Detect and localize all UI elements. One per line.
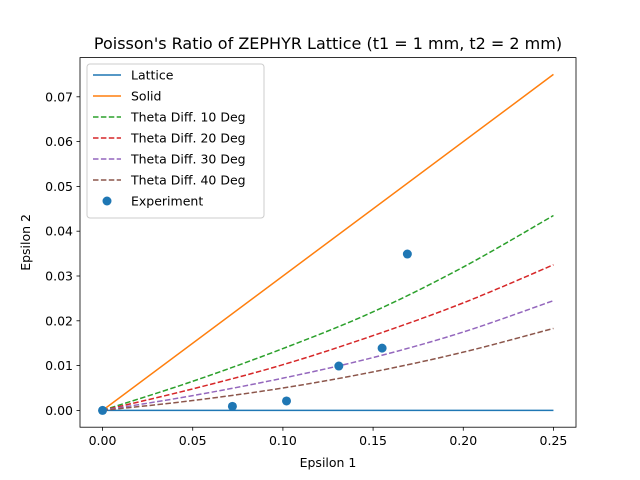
y-tick-label: 0.02 bbox=[45, 313, 73, 328]
chart-title: Poisson's Ratio of ZEPHYR Lattice (t1 = … bbox=[94, 34, 562, 53]
y-axis-label: Epsilon 2 bbox=[18, 214, 33, 271]
y-tick-label: 0.06 bbox=[45, 134, 73, 149]
x-tick-label: 0.25 bbox=[540, 433, 568, 448]
legend: Lattice Solid Theta Diff. 10 Deg Theta Diff… bbox=[86, 63, 265, 219]
legend-label-experiment: Experiment bbox=[131, 194, 203, 209]
legend-label-theta-diff-40-deg: Theta Diff. 40 Deg bbox=[130, 173, 246, 188]
experiment-point bbox=[402, 249, 412, 259]
x-tick-label: 0.05 bbox=[179, 433, 207, 448]
x-tick-label: 0.10 bbox=[269, 433, 297, 448]
x-axis-label: Epsilon 1 bbox=[300, 455, 357, 470]
x-tick-label: 0.15 bbox=[359, 433, 387, 448]
legend-label-theta-diff-30-deg: Theta Diff. 30 Deg bbox=[130, 152, 246, 167]
solid-line bbox=[102, 73, 554, 412]
y-tick-label: 0.07 bbox=[45, 89, 73, 104]
experiment-point bbox=[227, 401, 237, 411]
plot-area bbox=[98, 73, 554, 415]
theta-diff-40-deg-line bbox=[102, 327, 554, 412]
y-tick-label: 0.00 bbox=[45, 403, 73, 418]
theta-diff-10-deg-line bbox=[102, 214, 554, 412]
y-tick-label: 0.01 bbox=[45, 358, 73, 373]
legend-label-solid: Solid bbox=[131, 89, 161, 104]
legend-label-lattice: Lattice bbox=[131, 68, 174, 83]
legend-label-theta-diff-10-deg: Theta Diff. 10 Deg bbox=[130, 110, 246, 125]
legend-box bbox=[86, 63, 265, 219]
y-axis-ticks: 0.00 0.01 0.02 0.03 0.04 0.05 0.06 0.07 bbox=[45, 89, 80, 418]
theta-diff-20-deg-line bbox=[102, 264, 554, 412]
experiment-point bbox=[282, 396, 292, 406]
experiment-point bbox=[377, 343, 387, 353]
axes-frame bbox=[79, 57, 577, 428]
legend-label-theta-diff-20-deg: Theta Diff. 20 Deg bbox=[130, 131, 246, 146]
y-tick-label: 0.03 bbox=[45, 269, 73, 284]
experiment-point bbox=[334, 361, 344, 371]
legend-marker-experiment bbox=[102, 196, 112, 206]
x-axis-ticks: 0.00 0.05 0.10 0.15 0.20 0.25 bbox=[89, 427, 568, 448]
y-tick-label: 0.04 bbox=[45, 224, 73, 239]
x-tick-label: 0.20 bbox=[449, 433, 477, 448]
x-tick-label: 0.00 bbox=[89, 433, 117, 448]
experiment-point bbox=[98, 405, 108, 415]
y-tick-label: 0.05 bbox=[45, 179, 73, 194]
theta-diff-30-deg-line bbox=[102, 299, 554, 412]
